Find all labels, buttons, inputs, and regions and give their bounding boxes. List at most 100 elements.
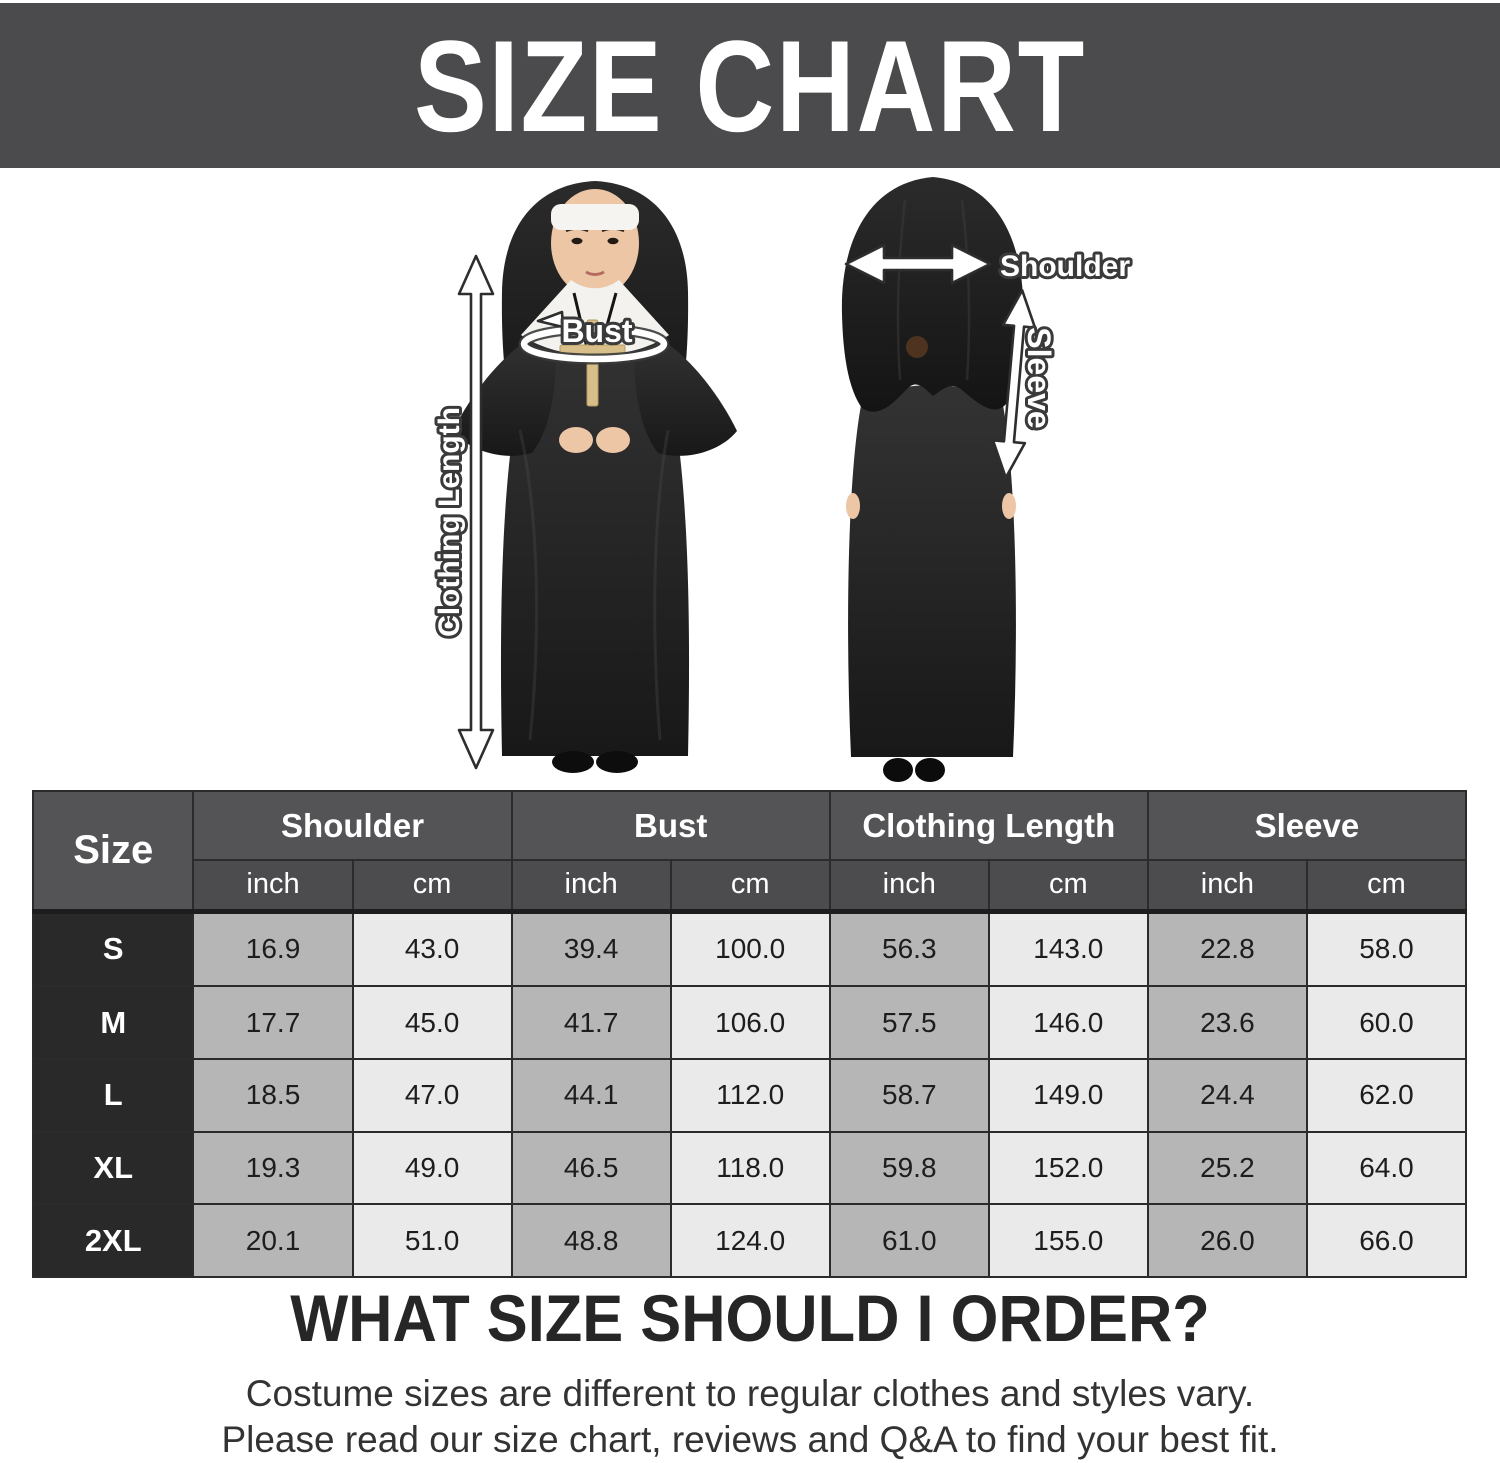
back-figure-illustration [841, 177, 1024, 782]
measurement-cell: 124.0 [669, 1203, 831, 1278]
measurement-cell: 51.0 [351, 1203, 513, 1278]
left-hand [559, 427, 593, 453]
back-right-shoe [915, 758, 945, 782]
shoulder-annotation: Shoulder [844, 243, 1133, 286]
unit-header-inch: inch [192, 859, 354, 914]
measurement-cell: 146.0 [987, 985, 1149, 1061]
table-row: M 17.7 45.0 41.7 106.0 57.5 146.0 23.6 60.0 [31, 985, 1468, 1061]
clothing-length-arrow-icon [457, 254, 495, 770]
measurement-cell: 23.6 [1146, 985, 1308, 1061]
measurement-cell: 66.0 [1305, 1203, 1468, 1278]
back-left-hand [846, 493, 860, 519]
footer-heading: WHAT SIZE SHOULD I ORDER? [290, 1281, 1210, 1355]
measurement-cell: 149.0 [987, 1058, 1149, 1133]
page-title: SIZE CHART [414, 12, 1086, 159]
back-veil [841, 177, 1024, 412]
measurement-cell: 59.8 [828, 1130, 990, 1206]
unit-header-cm: cm [351, 859, 513, 914]
footer-line-1: Costume sizes are different to regular c… [245, 1373, 1255, 1415]
measurement-cell: 49.0 [351, 1130, 513, 1206]
footer: WHAT SIZE SHOULD I ORDER? Costume sizes … [0, 1281, 1500, 1463]
measurement-diagram: Bust Clothing Length Shoulder Sleeve [430, 177, 1133, 782]
measurement-cell: 45.0 [351, 985, 513, 1061]
shoulder-arrow-icon [844, 243, 992, 285]
unit-header-inch: inch [1146, 859, 1308, 914]
mouth [585, 270, 605, 276]
right-eye [607, 237, 619, 245]
measurement-cell: 18.5 [192, 1058, 354, 1133]
measurement-cell: 143.0 [987, 909, 1149, 988]
measurement-cell: 58.7 [828, 1058, 990, 1133]
size-label: XL [31, 1130, 195, 1206]
unit-header-cm: cm [987, 859, 1149, 914]
measurement-cell: 61.0 [828, 1203, 990, 1278]
measurement-cell: 62.0 [1305, 1058, 1468, 1133]
measurement-cell: 17.7 [192, 985, 354, 1061]
measurement-cell: 56.3 [828, 909, 990, 988]
size-label: M [31, 985, 195, 1061]
table-row: S 16.9 43.0 39.4 100.0 56.3 143.0 22.8 58.0 [31, 909, 1468, 988]
sleeve-annotation: Sleeve [991, 289, 1060, 479]
front-left-shoe [552, 751, 594, 773]
bust-measure-annotation: Bust [518, 310, 670, 365]
footer-line-2: Please read our size chart, reviews and … [221, 1419, 1279, 1461]
measurement-cell: 39.4 [510, 909, 672, 988]
measurement-cell: 57.5 [828, 985, 990, 1061]
measurement-cell: 112.0 [669, 1058, 831, 1133]
measurement-cell: 106.0 [669, 985, 831, 1061]
clothing-length-label: Clothing Length [433, 407, 466, 637]
measurement-cell: 155.0 [987, 1203, 1149, 1278]
unit-header-cm: cm [669, 859, 831, 914]
measurement-cell: 41.7 [510, 985, 672, 1061]
right-hand [596, 427, 630, 453]
measurement-cell: 48.8 [510, 1203, 672, 1278]
bust-label: Bust [561, 313, 632, 349]
sleeve-label: Sleeve [1021, 327, 1057, 428]
clothing-length-annotation: Clothing Length [430, 254, 495, 770]
size-label: L [31, 1058, 195, 1133]
veil-fold-lines [896, 199, 971, 381]
veil-knot [906, 336, 928, 358]
table-row: L 18.5 47.0 44.1 112.0 58.7 149.0 24.4 62.0 [31, 1058, 1468, 1133]
measurement-cell: 25.2 [1146, 1130, 1308, 1206]
front-right-sleeve [634, 333, 737, 456]
front-figure-illustration [453, 181, 737, 773]
back-right-hand [1002, 493, 1016, 519]
size-label: 2XL [31, 1203, 195, 1278]
sleeve-column-header: Sleeve [1146, 790, 1468, 861]
robe-highlight [653, 429, 670, 741]
unit-header-cm: cm [1305, 859, 1468, 914]
unit-header-inch: inch [510, 859, 672, 914]
back-robe-body [848, 385, 1016, 757]
measurement-cell: 60.0 [1305, 985, 1468, 1061]
table-row: XL 19.3 49.0 46.5 118.0 59.8 152.0 25.2 64.0 [31, 1130, 1468, 1206]
measurement-cell: 22.8 [1146, 909, 1308, 988]
measurement-cell: 46.5 [510, 1130, 672, 1206]
measurement-cell: 118.0 [669, 1130, 831, 1206]
measurement-cell: 152.0 [987, 1130, 1149, 1206]
left-eye [571, 237, 583, 245]
measurement-cell: 20.1 [192, 1203, 354, 1278]
clothing-length-column-header: Clothing Length [828, 790, 1149, 861]
measurement-cell: 24.4 [1146, 1058, 1308, 1133]
measurement-cell: 16.9 [192, 909, 354, 988]
unit-header-inch: inch [828, 859, 990, 914]
white-coif-band [551, 204, 639, 230]
measurement-cell: 43.0 [351, 909, 513, 988]
front-right-shoe [596, 751, 638, 773]
banner: SIZE CHART [0, 3, 1500, 168]
measurement-cell: 26.0 [1146, 1203, 1308, 1278]
bust-ellipse-arrow [520, 325, 668, 363]
front-robe-body [500, 330, 690, 756]
shoulder-label: Shoulder [1000, 250, 1130, 283]
measurement-cell: 100.0 [669, 909, 831, 988]
size-table: Size Shoulder Bust Clothing Length Sleev… [31, 790, 1468, 1278]
measurement-cell: 64.0 [1305, 1130, 1468, 1206]
size-label: S [31, 909, 195, 988]
measurement-cell: 19.3 [192, 1130, 354, 1206]
sleeve-arrow-icon [991, 289, 1037, 479]
robe-highlight [518, 429, 539, 741]
table-row: 2XL 20.1 51.0 48.8 124.0 61.0 155.0 26.0 66.0 [31, 1203, 1468, 1278]
measurement-cell: 58.0 [1305, 909, 1468, 988]
